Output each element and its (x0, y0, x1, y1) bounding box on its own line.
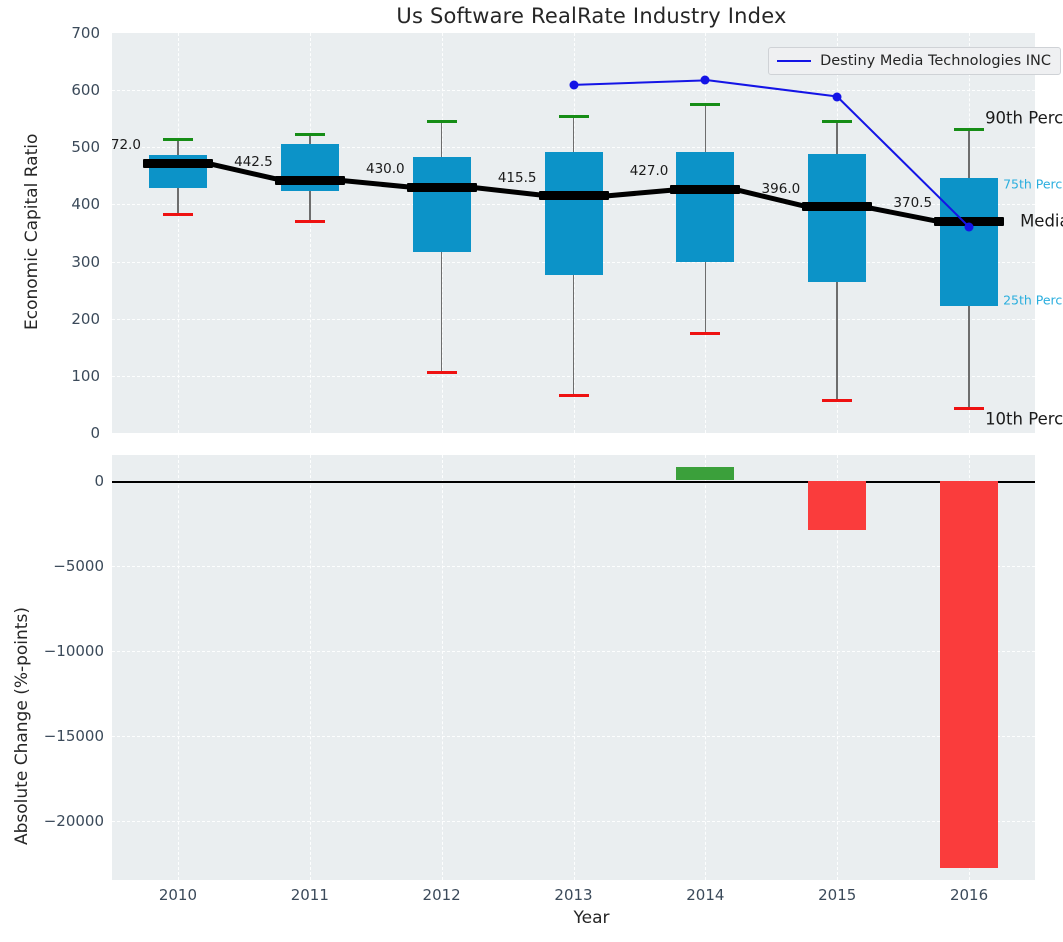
x-tick-label: 2015 (818, 886, 857, 904)
median-marker (670, 184, 741, 194)
median-marker (802, 202, 873, 212)
y-tick-label: 100 (71, 366, 100, 385)
median-connector (602, 186, 677, 198)
legend[interactable]: Destiny Media Technologies INC (768, 47, 1061, 75)
p10-cap (162, 213, 193, 216)
box (544, 152, 603, 275)
median-connector (338, 177, 414, 190)
median-marker (538, 191, 609, 201)
p90-cap (162, 137, 193, 141)
company-data-point[interactable] (700, 75, 710, 85)
p10-cap (690, 332, 721, 336)
legend-line-icon (777, 60, 812, 62)
y-tick-label: 600 (71, 81, 100, 100)
y-tick-label: −5000 (53, 556, 104, 575)
box (940, 177, 999, 307)
y-tick-label: 0 (90, 424, 100, 442)
y-tick-label: 200 (71, 309, 100, 328)
change-bar-panel (112, 455, 1035, 880)
x-tick-label: 2011 (290, 886, 329, 904)
median-value-label: 396.0 (761, 180, 801, 197)
median-marker (274, 175, 345, 185)
company-line-segment (705, 79, 838, 99)
gridline-vertical (177, 455, 179, 880)
median-marker (406, 182, 477, 192)
p10-annotation: 10th Percentile (985, 409, 1063, 429)
median-value-label: 370.5 (893, 195, 933, 212)
gridline-vertical (177, 33, 179, 433)
y-tick-label: −20000 (43, 811, 104, 830)
p90-cap (558, 115, 589, 119)
change-bar[interactable] (940, 480, 999, 869)
median-annotation: Median (1020, 211, 1063, 231)
p90-cap (822, 119, 853, 123)
median-marker (934, 216, 1005, 226)
x-tick-label: 2014 (686, 886, 725, 904)
p10-cap (426, 371, 457, 375)
gridline-vertical (837, 455, 839, 880)
change-bar[interactable] (676, 466, 735, 481)
box (412, 157, 471, 252)
page-title: Us Software RealRate Industry Index (396, 4, 787, 28)
y-tick-label: −15000 (43, 726, 104, 745)
median-marker (142, 158, 213, 168)
median-value-label: 472.0 (112, 137, 141, 154)
median-value-label: 427.0 (629, 163, 669, 179)
company-data-point[interactable] (569, 80, 578, 90)
gridline-vertical (309, 455, 311, 880)
change-bar[interactable] (808, 480, 867, 531)
gridline-vertical (573, 455, 575, 880)
company-line-segment (573, 79, 706, 87)
p75-annotation: 75th Percentile (1003, 176, 1063, 192)
gridline-vertical (309, 33, 311, 433)
gridline-vertical (705, 455, 707, 880)
box (676, 152, 735, 262)
y-tick-label: 400 (71, 195, 100, 214)
median-value-label: 430.0 (365, 161, 405, 178)
legend-label: Destiny Media Technologies INC (820, 53, 1051, 69)
y-tick-label: 500 (71, 138, 100, 157)
p10-cap (822, 399, 853, 403)
gridline-vertical (441, 455, 443, 880)
y-tick-label: 700 (71, 24, 100, 42)
p90-cap (426, 119, 457, 123)
p90-cap (294, 133, 325, 136)
company-data-point[interactable] (964, 222, 974, 232)
boxplot-panel: 472.0 442.5 430.0 415.5 427.0 396.0 370.5 (112, 33, 1035, 433)
p25-annotation: 25th Percentile (1003, 292, 1063, 308)
p90-cap (690, 102, 721, 106)
x-tick-label: 2010 (158, 886, 198, 904)
median-value-label: 415.5 (497, 169, 537, 186)
x-tick-label: 2013 (554, 886, 593, 904)
y-tick-label: 300 (71, 252, 100, 271)
p90-cap (954, 128, 985, 132)
x-tick-label: 2016 (949, 886, 989, 904)
median-connector (470, 185, 545, 198)
company-data-point[interactable] (832, 92, 842, 102)
p10-cap (294, 219, 325, 223)
p10-cap (954, 406, 985, 410)
x-axis-title: Year (573, 908, 610, 928)
y-tick-label: 0 (94, 471, 104, 490)
p90-annotation: 90th Percentile (985, 108, 1063, 128)
x-tick-label: 2012 (422, 886, 461, 904)
top-y-axis-title: Economic Capital Ratio (22, 133, 42, 330)
median-value-label: 442.5 (234, 154, 273, 171)
box (808, 153, 867, 283)
y-tick-label: −10000 (43, 641, 104, 660)
p10-cap (558, 394, 589, 398)
zero-line (112, 480, 1035, 483)
